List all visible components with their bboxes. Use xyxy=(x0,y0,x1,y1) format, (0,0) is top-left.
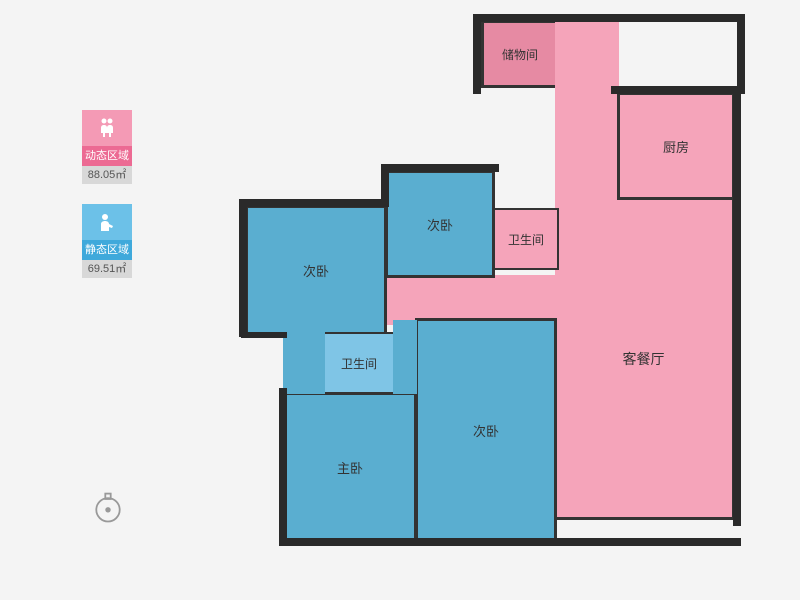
room-master-label: 主卧 xyxy=(337,458,363,477)
room-corridor-blue xyxy=(283,332,325,394)
legend-panel: 动态区域 88.05㎡ 静态区域 69.51㎡ xyxy=(82,110,132,298)
static-zone-icon xyxy=(82,204,132,240)
wall xyxy=(381,164,499,172)
wall xyxy=(239,201,247,337)
room-bed2-upper-label: 次卧 xyxy=(427,215,453,234)
room-bed2-lower-label: 次卧 xyxy=(473,421,499,440)
wall xyxy=(279,388,287,544)
wall xyxy=(241,332,287,338)
room-bath-upper: 卫生间 xyxy=(493,208,559,270)
room-entry xyxy=(555,20,619,90)
floorplan-canvas: 客餐厅 储物间 厨房 卫生间 次卧 次卧 卫生间 主卧 次卧 xyxy=(235,10,770,580)
room-storage: 储物间 xyxy=(481,20,559,88)
room-living-label: 客餐厅 xyxy=(623,349,665,369)
legend-dynamic: 动态区域 88.05㎡ xyxy=(82,110,132,184)
room-bed2-lower: 次卧 xyxy=(415,318,557,542)
static-zone-label: 静态区域 xyxy=(82,240,132,260)
room-bath-lower: 卫生间 xyxy=(323,332,395,394)
room-bath-upper-label: 卫生间 xyxy=(508,231,544,248)
room-bed2-upper: 次卧 xyxy=(385,170,495,278)
wall xyxy=(733,196,741,526)
wall xyxy=(239,199,389,207)
room-living-main: 客餐厅 xyxy=(555,200,735,520)
wall xyxy=(611,86,745,94)
wall xyxy=(737,14,745,92)
room-bed2-left: 次卧 xyxy=(245,205,387,335)
wall xyxy=(279,538,741,546)
dynamic-zone-icon xyxy=(82,110,132,146)
room-bed2-left-label: 次卧 xyxy=(303,261,329,280)
room-kitchen-label: 厨房 xyxy=(663,137,689,156)
room-bath-lower-label: 卫生间 xyxy=(341,355,377,372)
wall xyxy=(733,90,741,204)
room-kitchen: 厨房 xyxy=(617,92,735,200)
dynamic-zone-value: 88.05㎡ xyxy=(82,166,132,184)
dynamic-zone-label: 动态区域 xyxy=(82,146,132,166)
compass-icon xyxy=(90,490,126,526)
legend-static: 静态区域 69.51㎡ xyxy=(82,204,132,278)
wall xyxy=(473,14,481,94)
room-corridor-blue2 xyxy=(393,320,417,394)
wall xyxy=(477,14,745,22)
room-living xyxy=(555,88,619,204)
room-master: 主卧 xyxy=(283,392,417,542)
static-zone-value: 69.51㎡ xyxy=(82,260,132,278)
room-storage-label: 储物间 xyxy=(502,46,538,63)
